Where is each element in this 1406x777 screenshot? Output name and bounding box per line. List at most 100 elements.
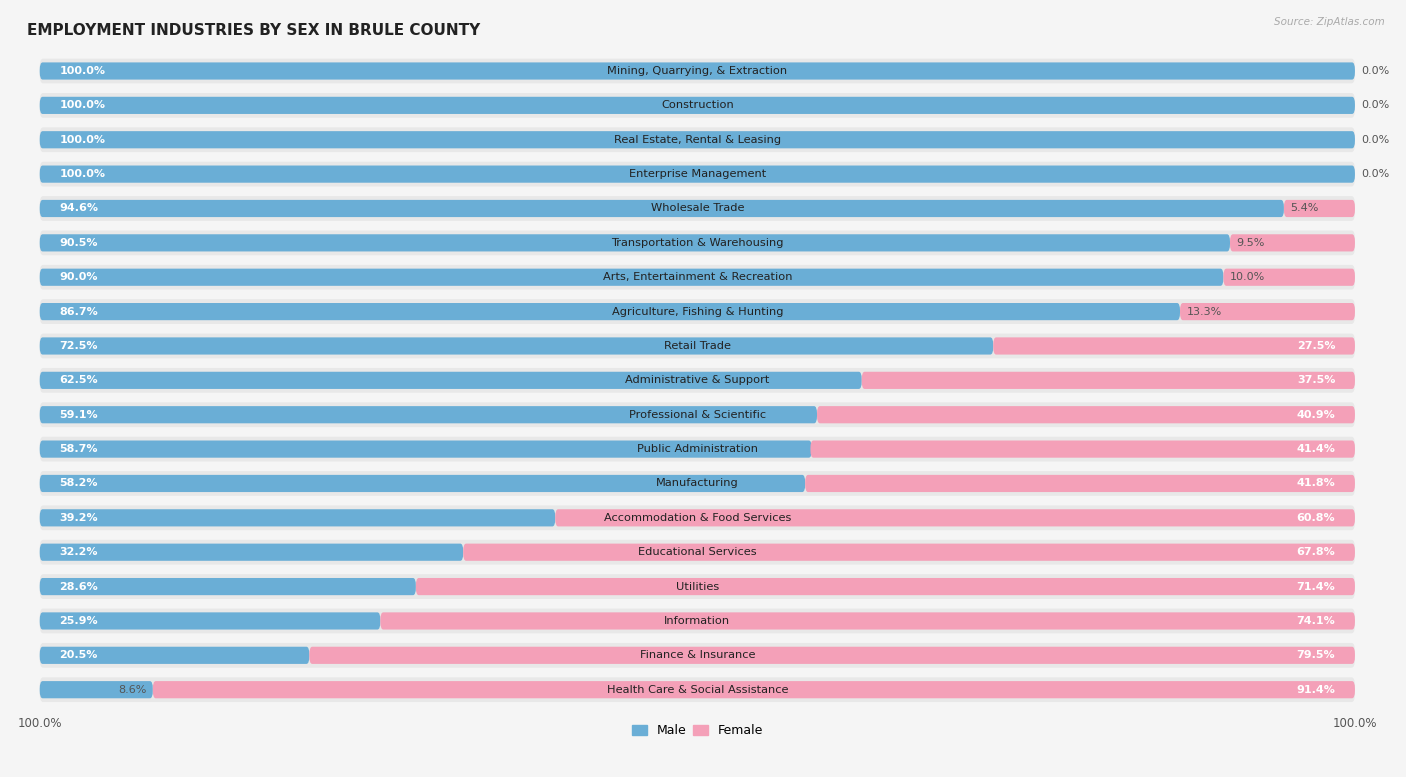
Text: 28.6%: 28.6% [59,581,98,591]
FancyBboxPatch shape [39,235,1230,252]
FancyBboxPatch shape [39,231,1355,255]
Text: Enterprise Management: Enterprise Management [628,169,766,179]
Text: Administrative & Support: Administrative & Support [626,375,769,385]
Text: 60.8%: 60.8% [1296,513,1336,523]
Text: Construction: Construction [661,100,734,110]
FancyBboxPatch shape [39,333,1355,358]
FancyBboxPatch shape [39,646,309,664]
Text: Utilities: Utilities [676,581,718,591]
Text: 0.0%: 0.0% [1361,134,1389,145]
Text: 27.5%: 27.5% [1296,341,1336,351]
FancyBboxPatch shape [806,475,1355,492]
FancyBboxPatch shape [39,127,1355,152]
FancyBboxPatch shape [39,131,1355,148]
FancyBboxPatch shape [39,471,1355,496]
Text: 41.4%: 41.4% [1296,444,1336,454]
Text: Mining, Quarrying, & Extraction: Mining, Quarrying, & Extraction [607,66,787,76]
FancyBboxPatch shape [39,681,153,699]
Text: 20.5%: 20.5% [59,650,98,660]
Text: Finance & Insurance: Finance & Insurance [640,650,755,660]
FancyBboxPatch shape [39,200,1284,217]
FancyBboxPatch shape [39,544,463,561]
Text: EMPLOYMENT INDUSTRIES BY SEX IN BRULE COUNTY: EMPLOYMENT INDUSTRIES BY SEX IN BRULE CO… [27,23,479,38]
Text: 58.7%: 58.7% [59,444,98,454]
Text: Professional & Scientific: Professional & Scientific [628,409,766,420]
FancyBboxPatch shape [993,337,1355,354]
Text: 91.4%: 91.4% [1296,685,1336,695]
Text: 8.6%: 8.6% [118,685,146,695]
Text: Transportation & Warehousing: Transportation & Warehousing [612,238,783,248]
Text: 59.1%: 59.1% [59,409,98,420]
FancyBboxPatch shape [39,540,1355,565]
FancyBboxPatch shape [39,303,1180,320]
Text: 25.9%: 25.9% [59,616,98,626]
FancyBboxPatch shape [1284,200,1355,217]
Text: 100.0%: 100.0% [59,66,105,76]
Text: 41.8%: 41.8% [1296,479,1336,489]
FancyBboxPatch shape [463,544,1355,561]
Text: 86.7%: 86.7% [59,307,98,316]
FancyBboxPatch shape [39,337,993,354]
Text: Source: ZipAtlas.com: Source: ZipAtlas.com [1274,17,1385,27]
FancyBboxPatch shape [1180,303,1355,320]
Text: 79.5%: 79.5% [1296,650,1336,660]
FancyBboxPatch shape [39,93,1355,118]
Text: 71.4%: 71.4% [1296,581,1336,591]
Text: 0.0%: 0.0% [1361,66,1389,76]
Text: Manufacturing: Manufacturing [657,479,738,489]
FancyBboxPatch shape [39,62,1355,79]
FancyBboxPatch shape [39,265,1355,290]
Text: 0.0%: 0.0% [1361,100,1389,110]
Legend: Male, Female: Male, Female [627,720,768,742]
Text: 40.9%: 40.9% [1296,409,1336,420]
Text: 90.0%: 90.0% [59,272,98,282]
Text: 39.2%: 39.2% [59,513,98,523]
Text: 90.5%: 90.5% [59,238,98,248]
FancyBboxPatch shape [39,678,1355,702]
FancyBboxPatch shape [381,612,1355,629]
Text: 100.0%: 100.0% [59,134,105,145]
FancyBboxPatch shape [39,58,1355,83]
Text: Wholesale Trade: Wholesale Trade [651,204,744,214]
Text: 10.0%: 10.0% [1230,272,1265,282]
FancyBboxPatch shape [39,437,1355,462]
Text: 13.3%: 13.3% [1187,307,1222,316]
FancyBboxPatch shape [39,509,555,527]
FancyBboxPatch shape [39,441,811,458]
Text: 72.5%: 72.5% [59,341,98,351]
FancyBboxPatch shape [1223,269,1355,286]
FancyBboxPatch shape [39,578,416,595]
Text: Public Administration: Public Administration [637,444,758,454]
FancyBboxPatch shape [1230,235,1355,252]
Text: 94.6%: 94.6% [59,204,98,214]
FancyBboxPatch shape [810,441,1355,458]
FancyBboxPatch shape [39,371,862,389]
FancyBboxPatch shape [39,368,1355,392]
Text: 32.2%: 32.2% [59,547,98,557]
FancyBboxPatch shape [39,162,1355,186]
Text: 100.0%: 100.0% [59,169,105,179]
FancyBboxPatch shape [416,578,1355,595]
Text: 0.0%: 0.0% [1361,169,1389,179]
Text: Educational Services: Educational Services [638,547,756,557]
FancyBboxPatch shape [39,612,381,629]
Text: 37.5%: 37.5% [1296,375,1336,385]
FancyBboxPatch shape [309,646,1355,664]
FancyBboxPatch shape [39,643,1355,667]
FancyBboxPatch shape [39,406,817,423]
Text: 100.0%: 100.0% [59,100,105,110]
Text: 9.5%: 9.5% [1236,238,1265,248]
FancyBboxPatch shape [39,506,1355,530]
FancyBboxPatch shape [39,475,806,492]
Text: Accommodation & Food Services: Accommodation & Food Services [603,513,792,523]
Text: 5.4%: 5.4% [1291,204,1319,214]
FancyBboxPatch shape [39,402,1355,427]
Text: Real Estate, Rental & Leasing: Real Estate, Rental & Leasing [614,134,780,145]
FancyBboxPatch shape [555,509,1355,527]
FancyBboxPatch shape [39,269,1223,286]
Text: 62.5%: 62.5% [59,375,98,385]
FancyBboxPatch shape [39,166,1355,183]
Text: Agriculture, Fishing & Hunting: Agriculture, Fishing & Hunting [612,307,783,316]
FancyBboxPatch shape [39,574,1355,599]
Text: 74.1%: 74.1% [1296,616,1336,626]
